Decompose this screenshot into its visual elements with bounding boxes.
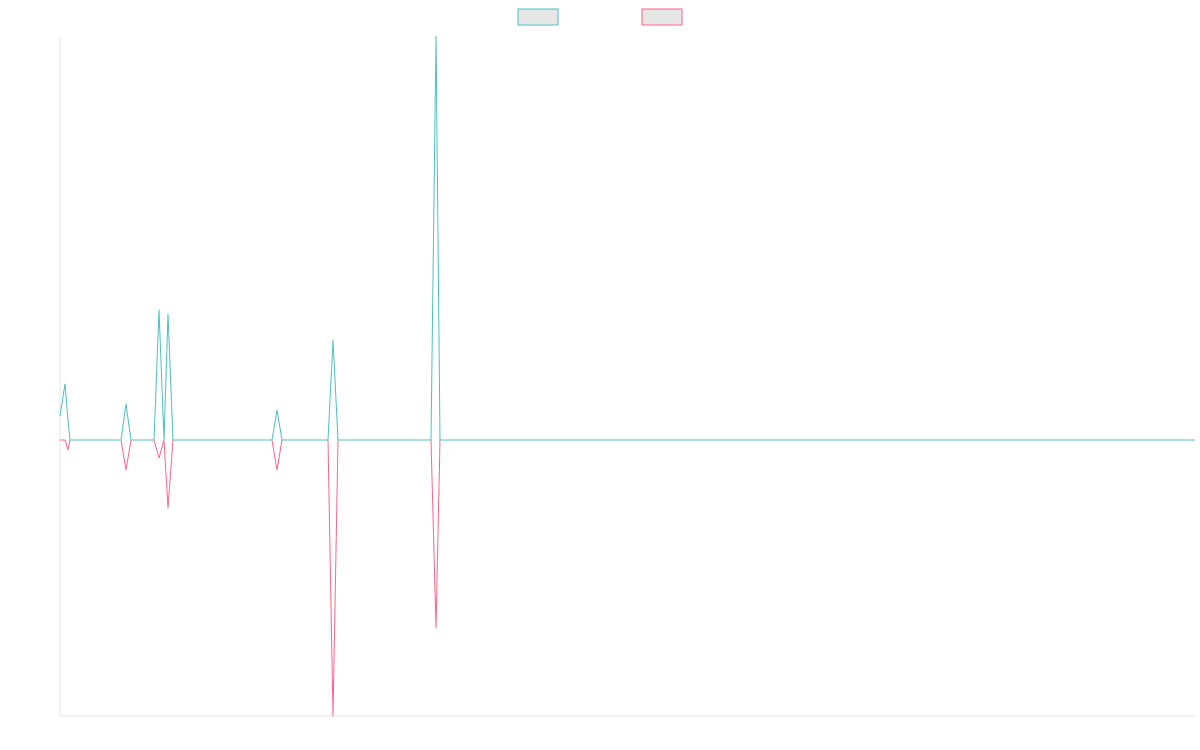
data-line (60, 439, 1195, 717)
data-line (59, 35, 1195, 441)
legend-swatch[interactable] (517, 8, 559, 26)
legend-swatch[interactable] (641, 8, 683, 26)
